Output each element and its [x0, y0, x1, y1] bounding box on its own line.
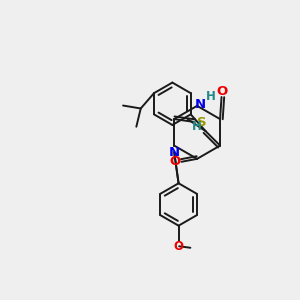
Text: O: O: [169, 155, 181, 168]
Text: O: O: [216, 85, 227, 98]
Text: N: N: [195, 98, 206, 111]
Text: S: S: [197, 116, 207, 128]
Text: H: H: [192, 120, 202, 133]
Text: H: H: [206, 91, 215, 103]
Text: N: N: [169, 146, 180, 159]
Text: O: O: [174, 240, 184, 253]
